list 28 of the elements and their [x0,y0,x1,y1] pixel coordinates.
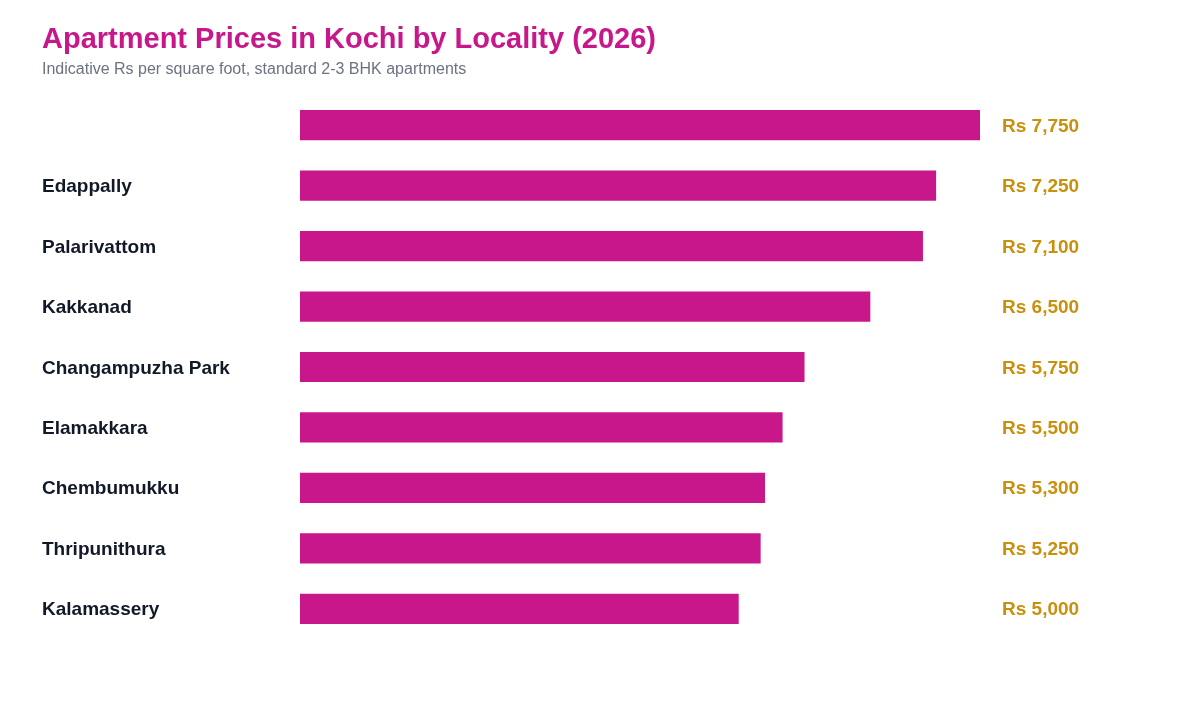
data-label: Rs 5,000 [1002,598,1080,619]
data-label: Rs 5,300 [1002,477,1080,498]
data-label: Rs 6,500 [1002,296,1080,317]
data-label: Rs 5,250 [1002,538,1080,559]
bar [300,170,937,201]
data-label: Rs 5,750 [1002,357,1080,378]
bar [300,533,761,564]
chart-title: Apartment Prices in Kochi by Locality (2026) [42,22,657,54]
data-label: Rs 7,250 [1002,175,1080,196]
chart-subtitle: Indicative Rs per square foot, standard 2-3 BHK apartments [42,60,467,77]
y-tick-label: Edappally [42,175,133,196]
data-label: Rs 7,750 [1002,115,1080,136]
y-tick-label: Changampuzha Park [42,357,231,378]
bar [300,472,766,503]
y-tick-label: Kalamassery [42,598,160,619]
y-tick-label: Thripunithura [42,538,166,559]
bar [300,351,805,383]
bar [300,593,739,624]
bar [300,412,783,443]
bar [300,231,923,262]
data-label: Rs 5,500 [1002,417,1080,438]
y-tick-label: Chembumukku [42,477,180,498]
bar [300,110,980,141]
y-tick-label: Elamakkara [42,417,149,438]
bar [300,291,871,322]
y-tick-label: Kakkanad [42,296,132,317]
data-label: Rs 7,100 [1002,236,1080,257]
y-tick-label: Palarivattom [42,236,157,257]
